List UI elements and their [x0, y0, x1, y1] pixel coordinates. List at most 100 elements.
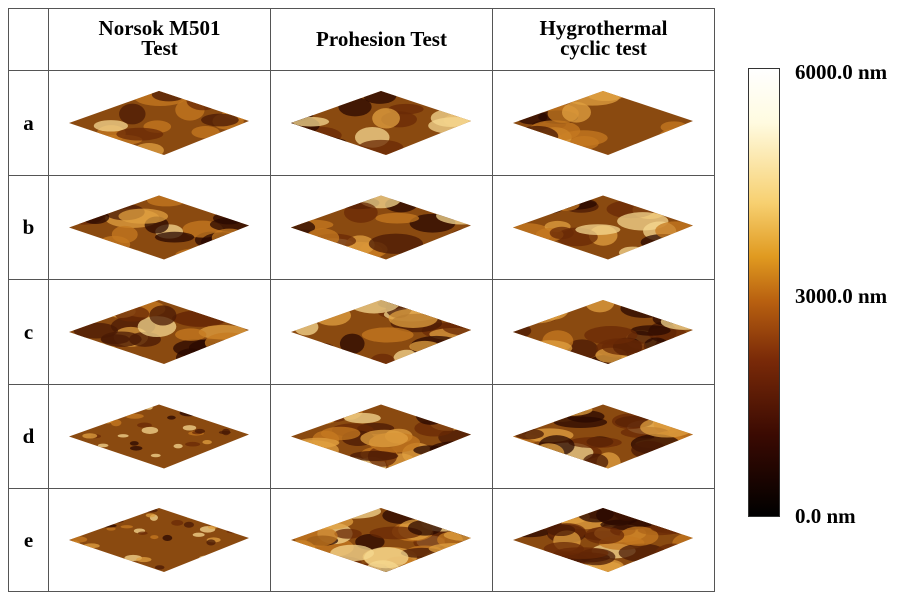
column-header-text: Norsok M501 Test [80, 18, 240, 58]
afm-image [493, 385, 714, 488]
surface-feature [554, 547, 609, 559]
surface-feature [299, 342, 334, 352]
surface-feature [175, 248, 218, 262]
surface-feature [629, 456, 669, 475]
surface-feature [340, 334, 365, 354]
surface-feature [186, 512, 204, 519]
surface-feature [305, 514, 353, 530]
surface-feature [72, 554, 83, 557]
surface-feature [296, 127, 342, 145]
column-header: Norsok M501 Test [49, 9, 271, 71]
surface-feature [74, 548, 92, 552]
surface-feature [289, 307, 318, 323]
surface-feature [208, 526, 217, 529]
colorbar-label: 6000.0 nm [795, 60, 887, 85]
surface-feature [536, 298, 568, 319]
surface-feature [205, 332, 252, 353]
column-header-text: Hygrothermal cyclic test [524, 18, 684, 58]
surface-feature [167, 416, 176, 420]
afm-cell [493, 176, 715, 280]
surface-feature [291, 509, 330, 526]
surface-feature [569, 136, 599, 150]
surface-feature [175, 328, 206, 341]
afm-image [49, 280, 270, 384]
surface-feature [626, 460, 665, 471]
surface-feature [195, 429, 205, 434]
surface-feature [344, 413, 381, 423]
surface-feature [517, 197, 566, 215]
afm-cell [49, 489, 271, 592]
surface-feature [305, 450, 341, 468]
surface-feature [444, 529, 492, 541]
row: a [9, 71, 715, 176]
afm-image [493, 280, 714, 384]
surface-feature [661, 314, 707, 330]
surface-feature [74, 85, 127, 106]
surface-feature [663, 340, 700, 356]
surface-feature [360, 430, 408, 447]
surface-feature [67, 549, 85, 553]
surface-feature [90, 553, 100, 556]
afm-image [493, 490, 714, 590]
surface-feature [67, 406, 85, 411]
surface-feature [144, 508, 157, 512]
surface-feature [550, 227, 574, 239]
column-header: Prohesion Test [271, 9, 493, 71]
afm-cell [49, 280, 271, 385]
surface-feature [185, 442, 200, 447]
surface-feature [144, 405, 152, 410]
surface-feature [646, 400, 681, 416]
surface-feature [219, 431, 231, 434]
afm-image [49, 176, 270, 279]
surface-feature [238, 448, 256, 454]
afm-image [49, 490, 270, 590]
surface-feature [430, 441, 485, 457]
afm-image [493, 176, 714, 279]
afm-image [271, 280, 492, 384]
afm-cell [271, 176, 493, 280]
surface-feature [125, 414, 143, 419]
surface-feature [517, 308, 551, 318]
surface-feature [585, 293, 614, 313]
surface-feature [92, 553, 101, 557]
row-label: b [9, 176, 49, 280]
surface-feature [369, 234, 423, 254]
surface-feature [651, 523, 700, 534]
surface-feature [306, 228, 339, 247]
surface-feature [327, 504, 381, 519]
surface-feature [512, 302, 561, 323]
surface-feature [677, 204, 703, 223]
surface-feature [410, 559, 461, 575]
column-header-text: Prohesion Test [316, 29, 447, 49]
surface-feature [372, 108, 400, 128]
surface-feature [458, 192, 483, 204]
surface-feature [496, 323, 532, 340]
surface-feature [115, 306, 149, 322]
surface-feature [509, 511, 563, 531]
surface-feature [218, 139, 269, 158]
surface-feature [94, 559, 109, 563]
surface-feature [287, 440, 339, 460]
surface-feature [499, 414, 537, 432]
afm-cell [271, 489, 493, 592]
surface-feature [212, 229, 247, 247]
surface-feature [619, 544, 666, 562]
row-label: c [9, 280, 49, 385]
surface-feature [220, 304, 250, 320]
surface-feature [677, 124, 706, 142]
surface-feature [673, 448, 710, 465]
surface-feature [498, 510, 534, 530]
surface-feature [147, 195, 185, 206]
surface-feature [654, 559, 683, 578]
surface-feature [419, 346, 468, 365]
surface-feature [413, 445, 445, 455]
surface-feature [66, 418, 83, 421]
surface-feature [99, 354, 137, 366]
surface-feature [575, 224, 620, 235]
surface-feature [334, 529, 361, 539]
surface-feature [193, 533, 205, 537]
surface-feature [640, 417, 694, 437]
surface-feature [659, 415, 708, 427]
surface-feature [303, 409, 337, 421]
surface-feature [428, 117, 483, 134]
